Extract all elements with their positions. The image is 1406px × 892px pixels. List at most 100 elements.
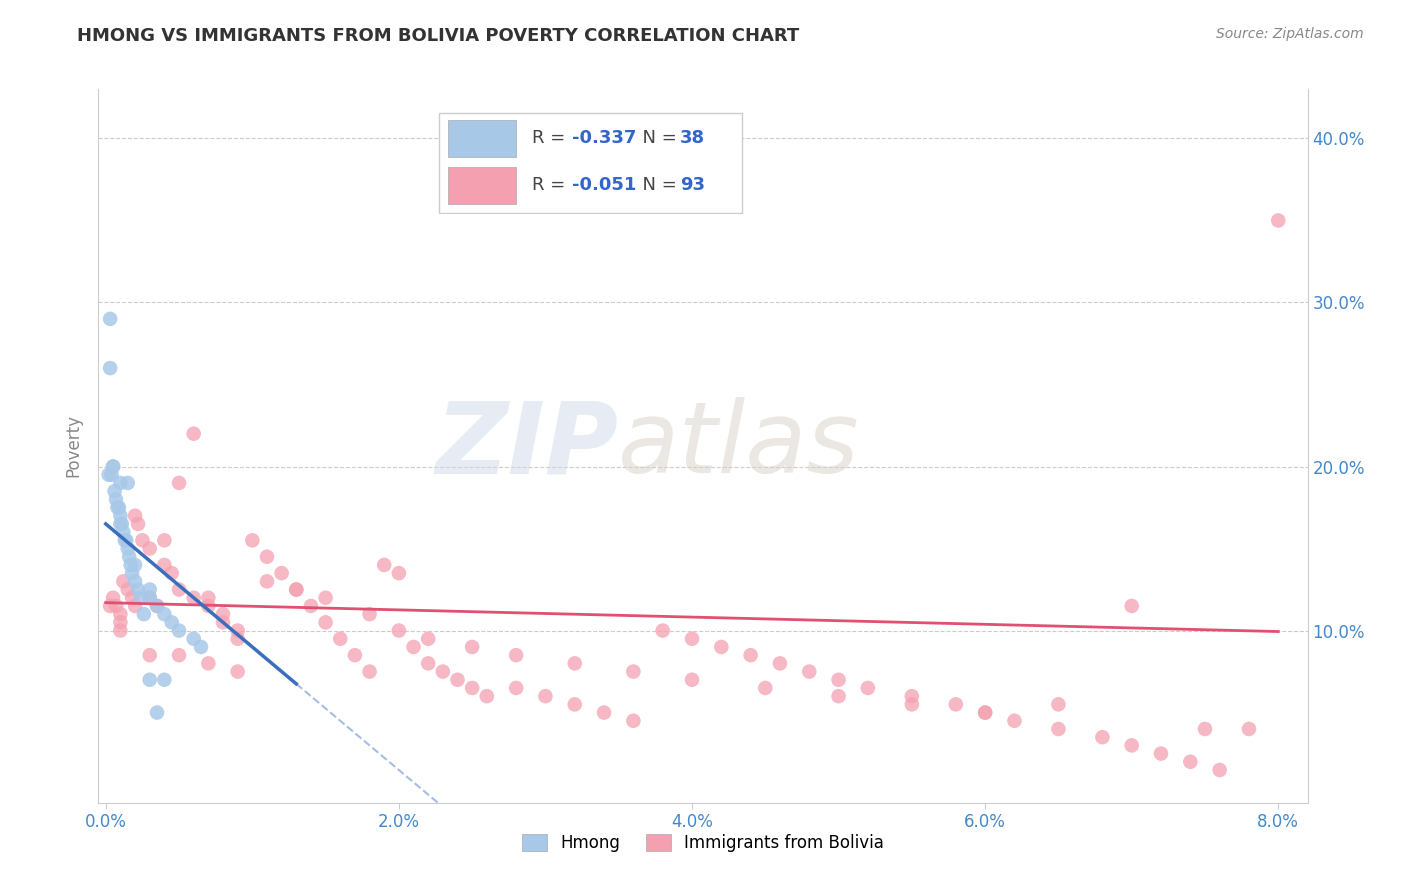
Point [103,484,125,499]
Point [117,475,139,490]
Point [901,698,924,712]
Text: Source: ZipAtlas.com: Source: ZipAtlas.com [1216,27,1364,41]
Point [475,689,498,703]
Point [402,640,425,654]
Point [167,624,190,638]
Point [110,607,132,622]
Point [101,459,124,474]
Point [564,657,586,671]
Point [285,582,308,597]
Point [461,681,484,695]
Bar [449,120,516,157]
Point [121,566,143,581]
Point [593,706,616,720]
Point [132,607,155,622]
Point [974,706,997,720]
Point [117,541,139,556]
Point [105,492,128,507]
Point [329,632,352,646]
Point [769,657,792,671]
Text: R =: R = [531,129,571,147]
Point [110,624,132,638]
Point [212,615,235,630]
Point [167,475,190,490]
Point [1150,747,1173,761]
Point [97,467,120,482]
Legend: Hmong, Immigrants from Bolivia: Hmong, Immigrants from Bolivia [516,827,890,859]
Point [621,665,644,679]
Point [710,640,733,654]
Point [373,558,395,572]
Point [740,648,762,662]
Point [117,582,139,597]
Point [945,698,967,712]
Point [100,467,122,482]
Point [101,591,124,605]
FancyBboxPatch shape [439,112,742,213]
Point [98,361,121,376]
Point [108,500,131,515]
Text: -0.051: -0.051 [572,177,637,194]
Point [110,475,132,490]
Point [621,714,644,728]
Point [1267,213,1289,227]
Point [799,665,821,679]
Point [197,657,219,671]
Point [1208,763,1230,777]
Point [446,673,468,687]
Point [107,500,129,515]
Point [124,599,146,613]
Point [124,558,146,572]
Text: -0.337: -0.337 [572,129,637,147]
Point [138,591,160,605]
Point [167,648,190,662]
Point [418,657,440,671]
Point [1121,739,1143,753]
Point [183,426,205,441]
Point [226,665,249,679]
Point [112,574,135,589]
Point [167,582,190,597]
Point [115,533,138,548]
Point [1047,698,1070,712]
Bar [449,167,516,204]
Text: 38: 38 [681,129,706,147]
Point [146,599,169,613]
Point [146,706,169,720]
Text: ZIP: ZIP [436,398,619,494]
Point [226,624,249,638]
Point [98,599,121,613]
Point [160,615,183,630]
Point [110,516,132,531]
Point [138,648,160,662]
Point [110,508,132,523]
Point [129,591,152,605]
Point [160,566,183,581]
Point [111,516,134,531]
Point [183,632,205,646]
Text: N =: N = [631,129,682,147]
Point [1180,755,1202,769]
Point [388,566,411,581]
Point [1121,599,1143,613]
Point [359,607,381,622]
Point [1047,722,1070,736]
Point [110,615,132,630]
Point [827,689,849,703]
Point [212,607,235,622]
Point [285,582,308,597]
Point [534,689,557,703]
Point [681,673,703,687]
Point [461,640,484,654]
Text: atlas: atlas [619,398,860,494]
Point [1091,730,1114,744]
Point [1004,714,1026,728]
Point [681,632,703,646]
Point [138,591,160,605]
Point [299,599,322,613]
Point [138,541,160,556]
Point [131,533,153,548]
Point [388,624,411,638]
Point [418,632,440,646]
Point [153,673,176,687]
